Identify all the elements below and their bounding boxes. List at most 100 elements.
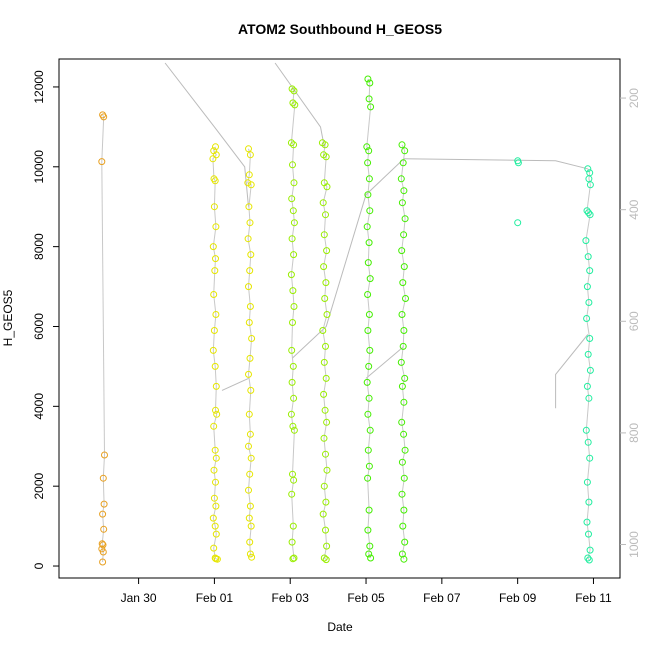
data-point <box>320 434 328 442</box>
data-point <box>364 526 372 534</box>
data-point <box>323 183 331 191</box>
data-point <box>364 327 372 334</box>
track-line <box>403 158 588 170</box>
data-point <box>247 181 255 189</box>
data-point <box>320 263 328 271</box>
data-point <box>584 165 592 173</box>
data-point <box>288 235 296 243</box>
data-point <box>246 430 254 438</box>
data-point <box>213 410 221 418</box>
data-point <box>210 422 218 430</box>
x-tick-label: Feb 09 <box>499 591 537 605</box>
data-point <box>323 466 331 474</box>
data-point <box>246 470 254 478</box>
data-point <box>514 159 522 167</box>
data-point <box>366 542 374 550</box>
data-point <box>247 251 255 259</box>
data-point <box>583 315 591 322</box>
data-point <box>99 510 107 518</box>
y-tick-label: 10000 <box>32 150 46 184</box>
y-tick-label: 2000 <box>32 473 46 500</box>
data-point <box>365 362 373 370</box>
data-point <box>100 113 108 121</box>
y-tick-label: 0 <box>32 562 46 569</box>
data-point <box>583 478 591 486</box>
data-point <box>212 255 219 263</box>
data-point <box>365 394 373 402</box>
data-point <box>401 147 409 155</box>
data-point <box>582 237 590 245</box>
data-point <box>399 342 407 350</box>
data-point <box>288 538 296 546</box>
data-point <box>366 346 374 354</box>
data-point <box>245 203 253 211</box>
data-point <box>585 299 593 306</box>
data-point <box>401 538 409 546</box>
data-point <box>366 207 374 215</box>
data-point <box>212 382 220 390</box>
data-point <box>245 145 252 153</box>
data-point <box>363 143 371 151</box>
data-point <box>287 139 295 147</box>
data-point <box>99 558 107 566</box>
data-point <box>247 522 255 530</box>
data-point <box>245 410 253 418</box>
data-point <box>402 295 409 302</box>
profile-line <box>101 114 106 563</box>
data-point <box>209 243 217 251</box>
data-point <box>400 187 408 195</box>
x-tick-label: Feb 03 <box>272 591 310 605</box>
data-point <box>323 311 331 318</box>
data-point <box>210 544 218 552</box>
data-point <box>209 346 217 354</box>
data-point <box>289 287 297 295</box>
data-point <box>289 422 297 430</box>
data-point <box>398 458 406 466</box>
data-point <box>366 79 374 87</box>
data-point <box>99 474 107 482</box>
data-point <box>585 209 592 217</box>
data-point <box>100 500 108 508</box>
data-point <box>212 530 220 538</box>
data-point <box>401 374 409 382</box>
data-point <box>366 426 374 434</box>
data-point <box>322 211 329 219</box>
data-point <box>211 177 219 185</box>
data-point <box>211 267 219 275</box>
data-points <box>98 75 594 566</box>
chart-title: ATOM2 Southbound H_GEOS5 <box>238 21 442 37</box>
data-point <box>322 526 329 534</box>
profile-line <box>247 148 253 558</box>
data-point <box>323 418 331 426</box>
data-point <box>246 550 254 558</box>
data-point <box>290 554 298 562</box>
data-point <box>213 555 221 563</box>
data-point <box>585 530 592 538</box>
profile-line <box>322 142 328 560</box>
data-point <box>246 219 254 227</box>
data-point <box>364 191 372 199</box>
track-line <box>291 158 405 359</box>
right-tick-label: 1000 <box>627 531 641 558</box>
data-point <box>210 494 218 502</box>
data-point <box>98 540 106 548</box>
data-point <box>322 279 330 287</box>
data-point <box>586 211 594 219</box>
data-point <box>289 319 296 326</box>
data-point <box>291 101 299 109</box>
data-point <box>289 99 297 107</box>
data-point <box>321 295 329 302</box>
data-point <box>586 267 594 275</box>
data-point <box>320 482 328 490</box>
data-point <box>322 450 329 458</box>
data-point <box>319 199 327 207</box>
data-point <box>320 358 328 366</box>
data-point <box>400 263 408 271</box>
y-tick-label: 12000 <box>32 70 46 104</box>
data-point <box>99 541 107 549</box>
data-point <box>364 410 372 418</box>
data-point <box>244 235 252 243</box>
data-point <box>245 370 252 378</box>
data-point <box>245 171 253 179</box>
